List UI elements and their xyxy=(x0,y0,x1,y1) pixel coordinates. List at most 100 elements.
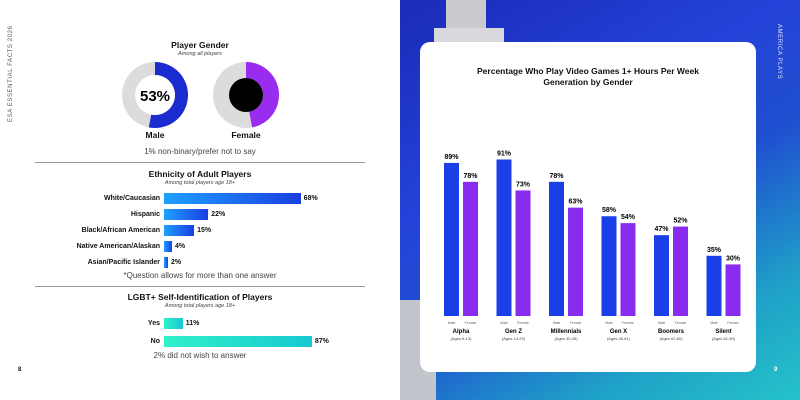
category-label: Boomers xyxy=(658,329,685,335)
bar-series-label: Male xyxy=(500,321,508,325)
ethnicity-value: 22% xyxy=(211,211,226,218)
lgbt-row: Yes 11% xyxy=(0,318,400,329)
category-ages-label: (Ages 8-13) xyxy=(451,336,473,341)
page-number-left: 8 xyxy=(18,367,22,373)
bar-series-label: Male xyxy=(605,321,613,325)
bar-series-label: Male xyxy=(553,321,561,325)
lgbt-subtitle: Among total players age 18+ xyxy=(164,303,236,309)
bar-series-label: Male xyxy=(448,321,456,325)
gender-title: Player Gender xyxy=(171,40,229,50)
bar-male xyxy=(496,159,512,316)
bar-value-label: 52% xyxy=(673,218,688,225)
lgbt-label: No xyxy=(150,338,160,345)
ethnicity-row: Asian/Pacific Islander 2% xyxy=(0,257,400,268)
ethnicity-bar xyxy=(164,257,169,268)
bar-value-label: 35% xyxy=(707,247,722,254)
bar-female xyxy=(515,190,531,316)
male-label: Male xyxy=(145,130,165,140)
lgbt-value: 87% xyxy=(314,338,329,345)
gender-donuts: 53% xyxy=(122,62,279,128)
bar-value-label: 54% xyxy=(621,214,636,221)
divider-1 xyxy=(35,162,365,163)
divider-2 xyxy=(35,286,365,287)
lgbt-title: LGBT+ Self-Identification of Players xyxy=(127,292,273,302)
bar-female xyxy=(725,264,741,316)
bar-value-label: 47% xyxy=(654,226,669,233)
ethnicity-value: 4% xyxy=(175,243,186,250)
lgbt-label: Yes xyxy=(147,320,160,327)
gender-note: 1% non-binary/prefer not to say xyxy=(144,147,256,156)
female-center xyxy=(229,78,263,112)
ethnicity-note: *Question allows for more than one answe… xyxy=(123,271,277,280)
lgbt-row: No 87% xyxy=(0,336,400,347)
female-label: Female xyxy=(231,130,261,140)
bar-male xyxy=(706,255,722,316)
gray-block-top-2 xyxy=(434,28,504,42)
bar-male xyxy=(654,235,669,316)
bar-series-label: Female xyxy=(675,321,687,325)
bar-female xyxy=(568,207,583,316)
side-label-right: AMERICA PLAYS xyxy=(776,24,782,80)
chart-title-line-2: Generation by Gender xyxy=(543,77,633,87)
page-number-right: 9 xyxy=(774,367,778,373)
bar-series-label: Female xyxy=(517,321,529,325)
ethnicity-title: Ethnicity of Adult Players xyxy=(148,169,252,179)
bar-value-label: 30% xyxy=(726,255,741,262)
category-label: Gen X xyxy=(610,329,627,335)
category-label: Gen Z xyxy=(505,329,522,335)
bar-series-label: Female xyxy=(570,321,582,325)
ethnicity-bar xyxy=(164,225,195,236)
ethnicity-row: Native American/Alaskan 4% xyxy=(0,241,400,252)
female-donut xyxy=(213,62,279,128)
bar-female xyxy=(620,223,636,316)
lgbt-value: 11% xyxy=(185,320,200,327)
male-arc xyxy=(148,62,188,128)
ethnicity-value: 15% xyxy=(197,227,212,234)
ethnicity-row: Hispanic 22% xyxy=(0,209,400,220)
bar-series-label: Male xyxy=(658,321,666,325)
lgbt-note: 2% did not wish to answer xyxy=(153,351,247,360)
bar-series-label: Male xyxy=(710,321,718,325)
ethnicity-label: White/Caucasian xyxy=(103,195,160,202)
category-ages-label: (Ages 81-90) xyxy=(712,336,736,341)
category-ages-label: (Ages 62-80) xyxy=(659,336,683,341)
bar-value-label: 91% xyxy=(497,150,512,157)
bar-value-label: 78% xyxy=(463,173,478,180)
ethnicity-label: Black/African American xyxy=(81,227,160,234)
ethnicity-label: Native American/Alaskan xyxy=(76,243,160,250)
bar-value-label: 58% xyxy=(602,207,617,214)
left-page: ESA ESSENTIAL FACTS 2026 8 Player Gender… xyxy=(0,25,400,373)
male-center xyxy=(135,75,175,115)
category-label: Millennials xyxy=(551,329,582,335)
male-donut: 53% xyxy=(122,62,188,128)
chart-title-line-1: Percentage Who Play Video Games 1+ Hours… xyxy=(477,66,699,76)
chart-title: Percentage Who Play Video Games 1+ Hours… xyxy=(420,66,756,88)
ethnicity-bar xyxy=(164,241,173,252)
bar-value-label: 73% xyxy=(516,181,531,188)
category-label: Alpha xyxy=(453,329,470,335)
bar-female xyxy=(463,181,478,316)
bar-male xyxy=(444,162,459,316)
bar-series-label: Female xyxy=(465,321,477,325)
bar-male xyxy=(601,216,617,316)
category-ages-label: (Ages 30-45) xyxy=(554,336,578,341)
ethnicity-row: Black/African American 15% xyxy=(0,225,400,236)
male-pct-label: 53% xyxy=(140,88,170,105)
ethnicity-label: Hispanic xyxy=(130,211,160,218)
ethnicity-label: Asian/Pacific Islander xyxy=(87,259,160,266)
ethnicity-row: White/Caucasian 68% xyxy=(0,193,400,204)
chart-card: Percentage Who Play Video Games 1+ Hours… xyxy=(420,42,756,372)
category-ages-label: (Ages 14-29) xyxy=(502,336,526,341)
lgbt-bar xyxy=(164,336,312,347)
generation-bar-chart: 89% Male 78% Female Alpha(Ages 8-13) 91% Male 7… xyxy=(444,150,741,341)
category-label: Silent xyxy=(715,329,731,335)
ethnicity-subtitle: Among total players age 18+ xyxy=(164,180,236,186)
female-arc xyxy=(246,62,279,128)
lgbt-bar xyxy=(164,318,183,329)
ethnicity-value: 68% xyxy=(303,195,318,202)
bar-series-label: Female xyxy=(622,321,634,325)
bar-male xyxy=(549,181,564,316)
bar-value-label: 89% xyxy=(444,154,459,161)
bar-value-label: 78% xyxy=(549,173,564,180)
ethnicity-bar xyxy=(164,193,301,204)
